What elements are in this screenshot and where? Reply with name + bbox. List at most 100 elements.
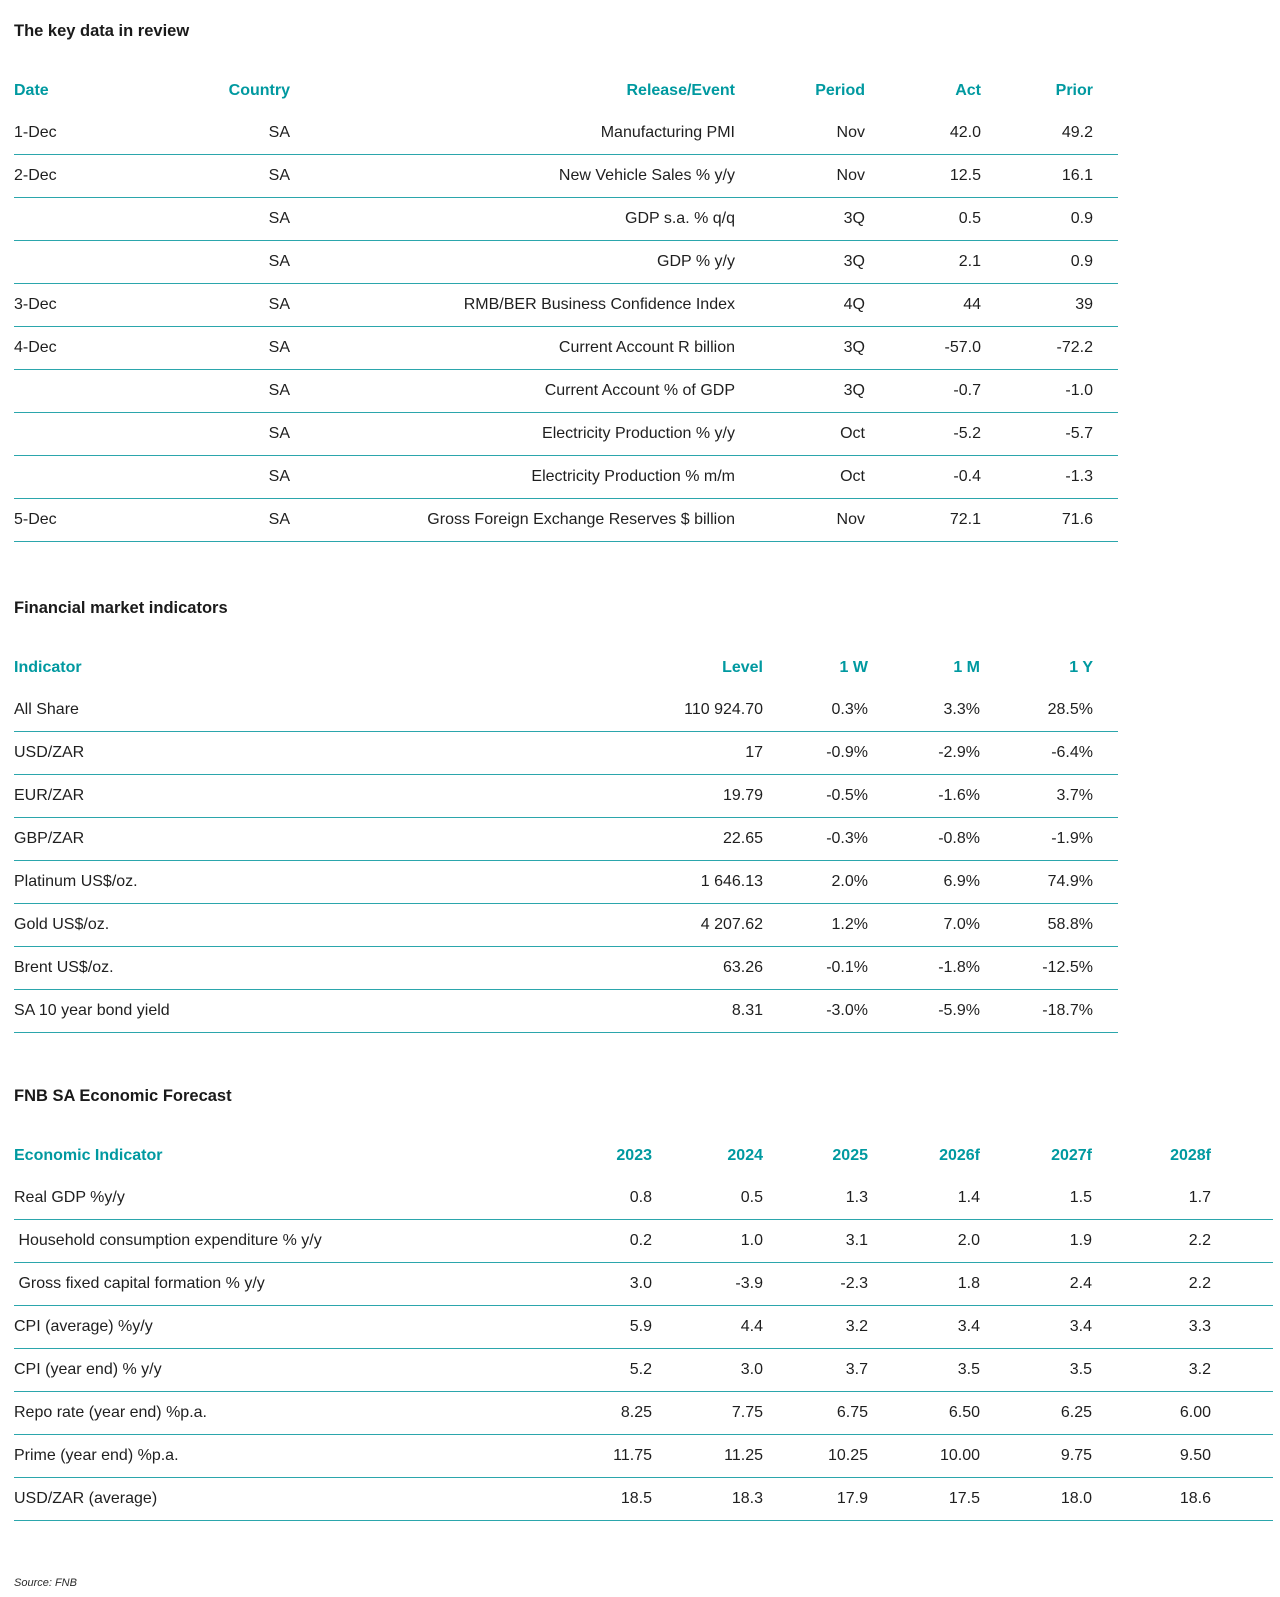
table-cell: Nov xyxy=(735,154,865,198)
table-cell: 0.3% xyxy=(763,689,868,732)
table-cell: 58.8% xyxy=(980,903,1118,947)
table-row: SA Electricity Production % y/y Oct -5.2 -5.… xyxy=(14,412,1118,456)
table-cell: 6.50 xyxy=(868,1391,980,1435)
table-row: Real GDP %y/y 0.8 0.5 1.3 1.4 1.5 1.7 xyxy=(14,1177,1273,1220)
table-cell: 9.50 xyxy=(1092,1434,1273,1478)
table-cell xyxy=(14,240,120,284)
table-cell: 18.6 xyxy=(1092,1477,1273,1521)
table-cell: Oct xyxy=(735,412,865,456)
table-cell: 1.2% xyxy=(763,903,868,947)
table-cell: 10.25 xyxy=(763,1434,868,1478)
table-cell: CPI (average) %y/y xyxy=(14,1305,542,1349)
table-cell: SA xyxy=(120,283,290,327)
column-header: 2023 xyxy=(616,1147,652,1164)
table-cell xyxy=(14,197,120,241)
economic-forecast-section: FNB SA Economic Forecast Economic Indica… xyxy=(14,1086,1280,1521)
table-row: Brent US$/oz. 63.26 -0.1% -1.8% -12.5% xyxy=(14,946,1118,990)
table-cell: 19.79 xyxy=(639,774,763,818)
table-cell: 3.5 xyxy=(868,1348,980,1392)
table-row: All Share 110 924.70 0.3% 3.3% 28.5% xyxy=(14,689,1118,732)
table-cell: All Share xyxy=(14,689,639,732)
table-row: SA Current Account % of GDP 3Q -0.7 -1.0 xyxy=(14,369,1118,413)
table-cell: 5.2 xyxy=(542,1348,652,1392)
section-title-financial-indicators: Financial market indicators xyxy=(14,599,228,617)
table-cell: SA xyxy=(120,240,290,284)
table-cell: 11.25 xyxy=(652,1434,763,1478)
table-cell: 12.5 xyxy=(865,154,981,198)
section-title-key-data: The key data in review xyxy=(14,22,190,40)
economic-forecast-table-body: Real GDP %y/y 0.8 0.5 1.3 1.4 1.5 1.7 Househol… xyxy=(14,1177,1273,1521)
table-cell: 6.00 xyxy=(1092,1391,1273,1435)
table-cell: -5.2 xyxy=(865,412,981,456)
table-cell: -12.5% xyxy=(980,946,1118,990)
table-cell: 3.3% xyxy=(868,689,980,732)
column-header: Country xyxy=(228,82,290,99)
section-title-economic-forecast: FNB SA Economic Forecast xyxy=(14,1087,232,1105)
table-cell: SA xyxy=(120,154,290,198)
column-header: 1 Y xyxy=(1069,659,1093,676)
table-cell: 63.26 xyxy=(639,946,763,990)
table-cell: 2.0 xyxy=(868,1219,980,1263)
table-cell: Nov xyxy=(735,498,865,542)
table-cell: 4Q xyxy=(735,283,865,327)
table-cell: 0.9 xyxy=(981,197,1118,241)
column-header: Prior xyxy=(1055,82,1093,99)
column-header: Release/Event xyxy=(626,82,735,99)
table-cell: 2-Dec xyxy=(14,154,120,198)
table-cell xyxy=(14,412,120,456)
table-cell: 2.4 xyxy=(980,1262,1092,1306)
table-row: SA GDP s.a. % q/q 3Q 0.5 0.9 xyxy=(14,197,1118,241)
table-cell: 5-Dec xyxy=(14,498,120,542)
key-data-table-body: 1-Dec SA Manufacturing PMI Nov 42.0 49.2 2-Dec… xyxy=(14,112,1118,542)
table-cell: 42.0 xyxy=(865,112,981,155)
column-header: 2027f xyxy=(1051,1147,1092,1164)
table-cell: -1.6% xyxy=(868,774,980,818)
table-cell: -2.9% xyxy=(868,731,980,775)
table-cell: GBP/ZAR xyxy=(14,817,639,861)
table-row: 2-Dec SA New Vehicle Sales % y/y Nov 12.5 16.… xyxy=(14,154,1118,198)
table-cell: 3.7% xyxy=(980,774,1118,818)
table-cell: 2.2 xyxy=(1092,1219,1273,1263)
table-cell: New Vehicle Sales % y/y xyxy=(290,154,735,198)
table-cell: -1.8% xyxy=(868,946,980,990)
table-row: 4-Dec SA Current Account R billion 3Q -57.0-… xyxy=(14,326,1118,370)
table-cell: 3.2 xyxy=(763,1305,868,1349)
table-cell xyxy=(14,369,120,413)
table-cell: 0.2 xyxy=(542,1219,652,1263)
table-cell: 3.4 xyxy=(980,1305,1092,1349)
column-header: 2024 xyxy=(727,1147,763,1164)
key-data-table-header: Date Country Release/Event Period Act Prior xyxy=(14,70,1118,112)
table-row: Gold US$/oz. 4 207.62 1.2% 7.0% 58.8% xyxy=(14,903,1118,947)
table-cell: 1.7 xyxy=(1092,1177,1273,1220)
table-cell: -57.0 xyxy=(865,326,981,370)
column-header: 2028f xyxy=(1170,1147,1211,1164)
table-cell: SA xyxy=(120,498,290,542)
table-cell: 2.0% xyxy=(763,860,868,904)
table-cell: 3.5 xyxy=(980,1348,1092,1392)
table-cell: 16.1 xyxy=(981,154,1118,198)
table-cell: USD/ZAR xyxy=(14,731,639,775)
financial-indicators-table-body: All Share 110 924.70 0.3% 3.3% 28.5% USD/ZAR 1… xyxy=(14,689,1118,1033)
table-cell: SA xyxy=(120,197,290,241)
table-cell: Nov xyxy=(735,112,865,155)
column-header: Act xyxy=(955,82,981,99)
table-cell: 1.8 xyxy=(868,1262,980,1306)
table-cell: 3.1 xyxy=(763,1219,868,1263)
table-cell: 1-Dec xyxy=(14,112,120,155)
table-cell: CPI (year end) % y/y xyxy=(14,1348,542,1392)
table-cell: Gross fixed capital formation % y/y xyxy=(14,1262,542,1306)
table-cell: Prime (year end) %p.a. xyxy=(14,1434,542,1478)
table-cell: 49.2 xyxy=(981,112,1118,155)
table-cell: 10.00 xyxy=(868,1434,980,1478)
table-row: Gross fixed capital formation % y/y 3.0 -3… xyxy=(14,1262,1273,1306)
table-cell: Gross Foreign Exchange Reserves $ billio… xyxy=(290,498,735,542)
table-cell: 7.0% xyxy=(868,903,980,947)
column-header: 2026f xyxy=(939,1147,980,1164)
key-data-table: Date Country Release/Event Period Act Prior 1… xyxy=(14,70,1118,542)
table-cell: 1.9 xyxy=(980,1219,1092,1263)
financial-indicators-table: Indicator Level 1 W 1 M 1 Y All Share 110 924… xyxy=(14,647,1118,1033)
table-cell: 1.0 xyxy=(652,1219,763,1263)
table-cell: 0.8 xyxy=(542,1177,652,1220)
table-cell: 18.3 xyxy=(652,1477,763,1521)
